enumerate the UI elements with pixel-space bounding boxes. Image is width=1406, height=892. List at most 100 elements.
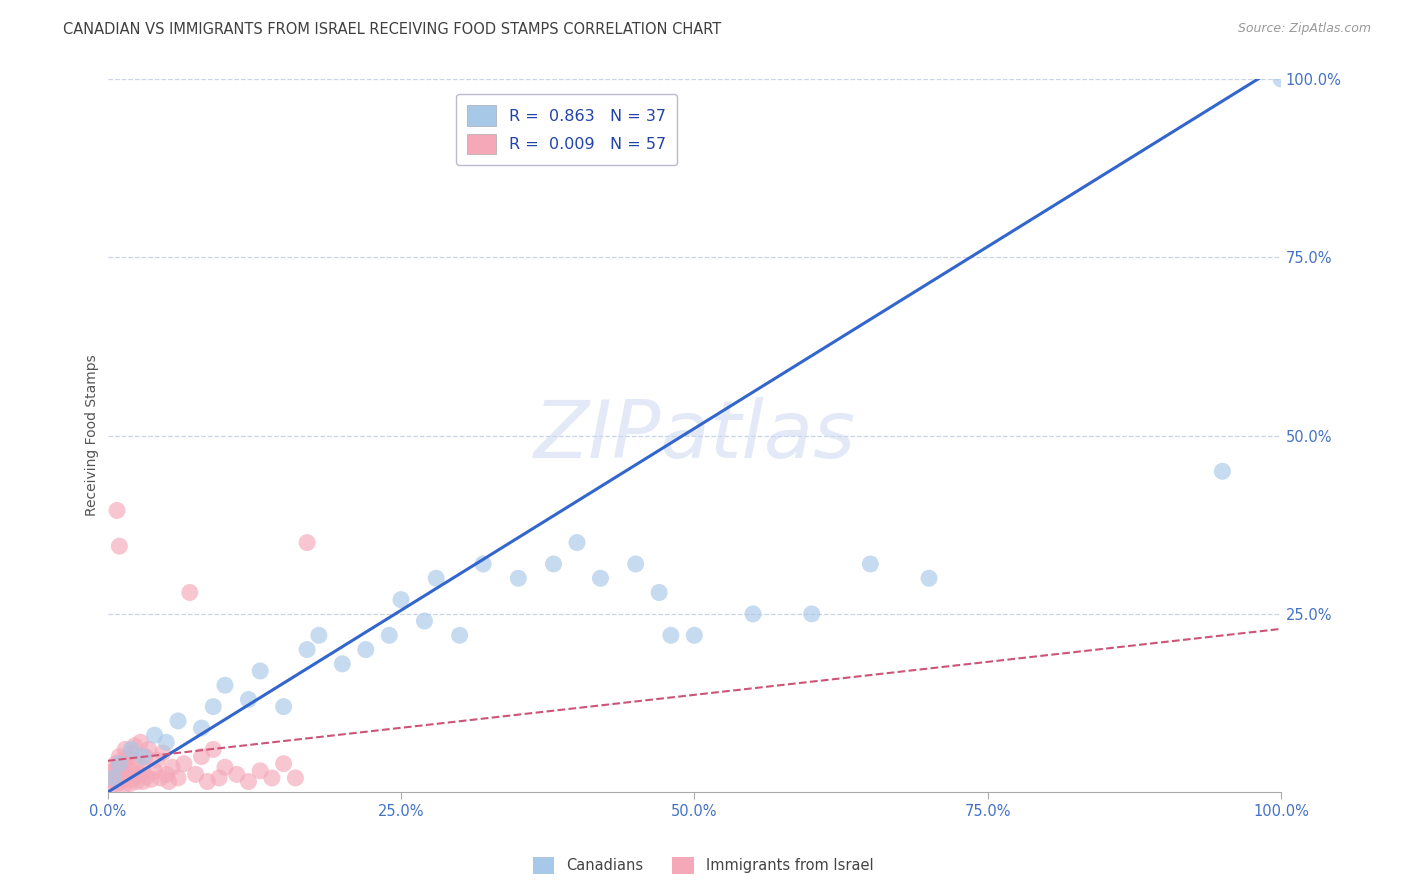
Point	[114, 758, 136, 772]
Point	[108, 756, 131, 771]
Point	[472, 557, 495, 571]
Point	[284, 771, 307, 785]
Point	[659, 628, 682, 642]
Point	[624, 557, 647, 571]
Legend: R =  0.863   N = 37, R =  0.009   N = 57: R = 0.863 N = 37, R = 0.009 N = 57	[456, 94, 676, 166]
Point	[143, 728, 166, 742]
Point	[108, 770, 131, 784]
Point	[128, 767, 150, 781]
Point	[149, 771, 172, 785]
Point	[120, 764, 142, 778]
Point	[238, 774, 260, 789]
Point	[742, 607, 765, 621]
Point	[100, 767, 122, 781]
Point	[214, 760, 236, 774]
Point	[157, 774, 180, 789]
Point	[118, 777, 141, 791]
Point	[117, 772, 139, 787]
Point	[589, 571, 612, 585]
Point	[115, 767, 138, 781]
Point	[425, 571, 447, 585]
Point	[104, 756, 127, 771]
Point	[184, 767, 207, 781]
Point	[800, 607, 823, 621]
Point	[167, 714, 190, 728]
Point	[103, 771, 125, 785]
Point	[146, 753, 169, 767]
Point	[273, 756, 295, 771]
Point	[160, 760, 183, 774]
Point	[155, 767, 177, 781]
Point	[134, 749, 156, 764]
Point	[249, 664, 271, 678]
Point	[195, 774, 218, 789]
Point	[103, 764, 125, 778]
Point	[565, 535, 588, 549]
Point	[120, 742, 142, 756]
Point	[202, 699, 225, 714]
Text: Source: ZipAtlas.com: Source: ZipAtlas.com	[1237, 22, 1371, 36]
Point	[101, 778, 124, 792]
Point	[208, 771, 231, 785]
Point	[378, 628, 401, 642]
Point	[683, 628, 706, 642]
Point	[225, 767, 247, 781]
Point	[273, 699, 295, 714]
Point	[155, 735, 177, 749]
Point	[238, 692, 260, 706]
Y-axis label: Receiving Food Stamps: Receiving Food Stamps	[86, 355, 100, 516]
Point	[129, 735, 152, 749]
Point	[122, 771, 145, 785]
Text: ZIPatlas: ZIPatlas	[533, 397, 855, 475]
Point	[132, 760, 155, 774]
Legend: Canadians, Immigrants from Israel: Canadians, Immigrants from Israel	[527, 851, 879, 880]
Point	[173, 756, 195, 771]
Text: CANADIAN VS IMMIGRANTS FROM ISRAEL RECEIVING FOOD STAMPS CORRELATION CHART: CANADIAN VS IMMIGRANTS FROM ISRAEL RECEI…	[63, 22, 721, 37]
Point	[118, 751, 141, 765]
Point	[108, 749, 131, 764]
Point	[138, 742, 160, 756]
Point	[135, 770, 157, 784]
Point	[179, 585, 201, 599]
Point	[543, 557, 565, 571]
Point	[167, 771, 190, 785]
Point	[249, 764, 271, 778]
Point	[132, 774, 155, 789]
Point	[449, 628, 471, 642]
Point	[107, 760, 129, 774]
Point	[152, 746, 174, 760]
Point	[143, 764, 166, 778]
Point	[260, 771, 283, 785]
Point	[214, 678, 236, 692]
Point	[1211, 464, 1233, 478]
Point	[111, 765, 134, 780]
Point	[125, 774, 148, 789]
Point	[918, 571, 941, 585]
Point	[139, 772, 162, 787]
Point	[859, 557, 882, 571]
Point	[105, 777, 128, 791]
Point	[112, 778, 135, 792]
Point	[108, 539, 131, 553]
Point	[98, 774, 121, 789]
Point	[190, 749, 212, 764]
Point	[508, 571, 530, 585]
Point	[120, 746, 142, 760]
Point	[110, 774, 132, 789]
Point	[132, 749, 155, 764]
Point	[308, 628, 330, 642]
Point	[190, 721, 212, 735]
Point	[295, 535, 318, 549]
Point	[1270, 72, 1292, 87]
Point	[105, 503, 128, 517]
Point	[104, 772, 127, 787]
Point	[413, 614, 436, 628]
Point	[125, 756, 148, 770]
Point	[202, 742, 225, 756]
Point	[330, 657, 353, 671]
Point	[354, 642, 377, 657]
Point	[111, 753, 134, 767]
Point	[648, 585, 671, 599]
Point	[124, 739, 146, 753]
Point	[114, 742, 136, 756]
